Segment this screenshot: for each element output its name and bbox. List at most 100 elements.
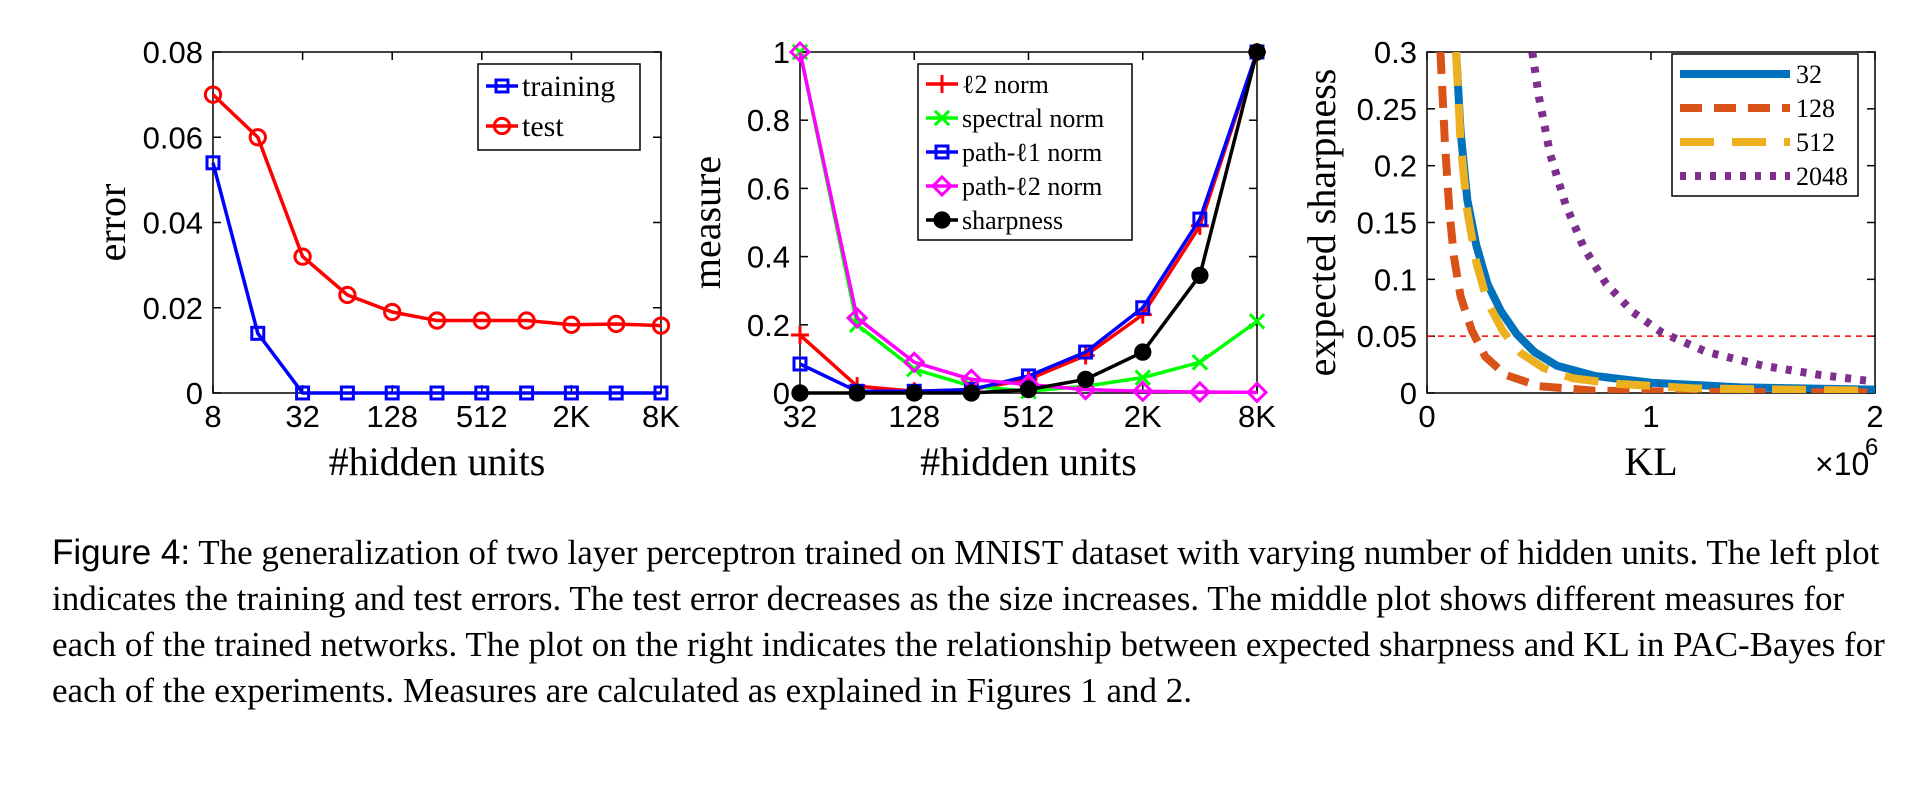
x-axis-label: KL (1624, 439, 1677, 484)
y-tick-label: 0.06 (143, 120, 203, 155)
data-point (383, 302, 402, 322)
legend-marker (494, 78, 510, 94)
legend-marker (933, 211, 951, 229)
data-point (608, 385, 624, 401)
series-line-512 (1452, 52, 1875, 393)
y-tick-label: 0.08 (143, 35, 203, 70)
legend-marker (933, 109, 951, 127)
legend-label: 128 (1796, 94, 1835, 123)
data-point (1191, 266, 1209, 285)
legend-label: spectral norm (962, 104, 1104, 133)
data-point (519, 385, 535, 401)
data-point (427, 311, 447, 330)
y-axis-label: error (89, 184, 134, 262)
y-tick-label: 0 (773, 376, 790, 411)
caption-label: Figure 4: (52, 533, 191, 572)
data-point (1131, 380, 1154, 403)
data-point (563, 385, 579, 401)
x-tick-label: 2K (552, 399, 590, 434)
y-axis-label: expected sharpness (1299, 69, 1344, 377)
data-point (1188, 380, 1212, 404)
data-point (1074, 378, 1097, 401)
data-point (791, 326, 809, 345)
y-tick-label: 0 (1400, 376, 1417, 411)
data-point (517, 311, 536, 330)
x-tick-label: 32 (783, 399, 817, 434)
x-tick-label: 8K (1238, 399, 1276, 434)
figure-panels: 0 0.02 0.04 0.06 0.08 8 32 128 512 2K 8K #hidden un… (89, 35, 1884, 484)
x-axis-label: #hidden units (920, 439, 1137, 484)
legend-label: path-ℓ1 norm (962, 138, 1102, 167)
data-point (848, 384, 866, 402)
y-tick-label: 0.3 (1374, 35, 1417, 70)
caption-text: The generalization of two layer perceptr… (52, 533, 1885, 710)
series-line (211, 162, 661, 395)
data-point (1135, 300, 1151, 316)
data-point (653, 385, 669, 401)
data-point (1248, 313, 1266, 330)
chart-middle-measures: 0 0.2 0.4 0.6 0.8 1 32 128 512 2K 8K #hidden units m… (684, 35, 1276, 484)
legend-marker (934, 144, 950, 160)
data-point (339, 385, 355, 401)
x-axis-exponent: 6 (1865, 434, 1878, 461)
data-point (474, 385, 490, 401)
legend-label: 512 (1796, 128, 1835, 157)
data-point (651, 316, 671, 335)
x-axis-label: #hidden units (329, 439, 546, 484)
data-point (903, 351, 926, 374)
data-point (338, 285, 357, 305)
x-tick-label: 8 (204, 399, 221, 434)
x-tick-label: 8K (642, 399, 680, 434)
data-point (562, 315, 581, 334)
x-tick-label: 128 (888, 399, 940, 434)
data-point (788, 40, 812, 64)
y-tick-label: 0.2 (747, 308, 790, 343)
x-tick-label: 0 (1418, 399, 1435, 434)
y-tick-label: 0.8 (747, 103, 790, 138)
x-tick-label: 128 (366, 399, 418, 434)
data-point (295, 385, 311, 401)
legend-marker (492, 116, 512, 136)
data-point (205, 155, 221, 171)
data-point (607, 314, 626, 334)
y-tick-label: 0.15 (1357, 206, 1417, 241)
series-line-32 (1452, 52, 1875, 393)
data-point (1191, 354, 1209, 371)
data-point (1248, 43, 1266, 61)
x-tick-label: 32 (285, 399, 319, 434)
series-training (205, 155, 669, 401)
y-tick-label: 0.05 (1357, 319, 1417, 354)
data-point (1134, 343, 1152, 361)
y-tick-label: 0.6 (747, 171, 790, 206)
y-tick-label: 0.04 (143, 206, 203, 241)
y-axis-label: measure (684, 156, 729, 289)
x-axis-multiplier: ×10 (1815, 446, 1869, 482)
x-tick-label: 2 (1866, 399, 1883, 434)
y-tick-label: 0.02 (143, 291, 203, 326)
legend-marker (933, 75, 951, 93)
figure-caption: Figure 4: The generalization of two laye… (52, 530, 1912, 714)
series-test (203, 85, 671, 335)
legend-label: path-ℓ2 norm (962, 172, 1102, 201)
chart-right-expected-sharpness-vs-kl: 0 0.05 0.1 0.15 0.2 0.25 0.3 0 1 2 KL expected shar… (1299, 35, 1884, 484)
series-line (211, 93, 662, 328)
legend-marker (930, 174, 954, 198)
series-line-128 (1436, 52, 1875, 393)
legend-label: ℓ2 norm (962, 70, 1049, 99)
data-point (203, 85, 223, 104)
data-point (1019, 380, 1038, 399)
data-point (472, 311, 491, 330)
data-point (1245, 381, 1269, 404)
data-point (962, 384, 981, 402)
legend: 32 128 512 2048 (1671, 53, 1859, 197)
data-point (429, 385, 445, 401)
y-tick-label: 0.1 (1374, 262, 1417, 297)
data-point (250, 325, 266, 341)
data-point (384, 385, 400, 401)
x-tick-label: 512 (456, 399, 508, 434)
x-tick-label: 512 (1003, 399, 1055, 434)
legend-box (477, 63, 641, 151)
legend-label: sharpness (962, 206, 1063, 235)
y-tick-label: 0 (186, 376, 203, 411)
y-tick-label: 0.4 (747, 240, 790, 275)
